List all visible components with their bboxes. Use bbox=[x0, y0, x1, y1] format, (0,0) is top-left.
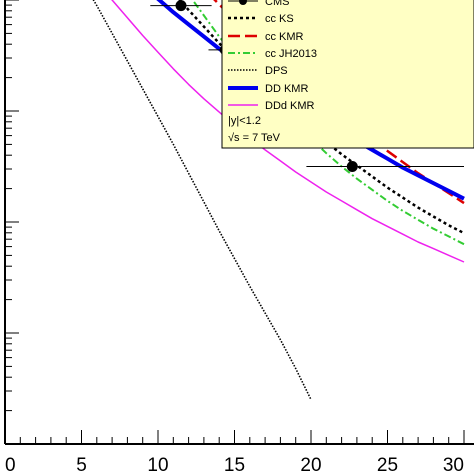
x-ticks-group: 0 5 10 15 20 25 30 bbox=[4, 430, 465, 474]
x-tick-label: 10 bbox=[147, 455, 168, 474]
legend-cut-rapidity: |y|<1.2 bbox=[228, 115, 261, 127]
legend-label-cc-jh2013: cc JH2013 bbox=[265, 48, 317, 60]
x-tick-label: 30 bbox=[443, 455, 464, 474]
cms-data-point bbox=[346, 161, 358, 172]
x-tick-label: 20 bbox=[300, 455, 321, 474]
legend: CMS cc KS cc KMR cc JH2013 DPS DD KMR DD… bbox=[221, 0, 474, 149]
legend-label-dd-kmr: DD KMR bbox=[265, 83, 308, 95]
legend-cut-energy: √s = 7 TeV bbox=[228, 132, 281, 144]
legend-label-cms: CMS bbox=[265, 0, 289, 8]
legend-marker-cms bbox=[239, 0, 247, 5]
x-tick-label: 25 bbox=[377, 455, 398, 474]
legend-label-dps: DPS bbox=[265, 65, 288, 77]
legend-box bbox=[221, 0, 474, 149]
x-tick-label: 15 bbox=[224, 455, 245, 474]
legend-label-ddd-kmr: DDd KMR bbox=[265, 100, 315, 112]
legend-label-cc-kmr: cc KMR bbox=[265, 31, 304, 43]
x-tick-label: 5 bbox=[76, 455, 87, 474]
legend-label-cc-ks: cc KS bbox=[265, 13, 294, 25]
cms-data-point bbox=[175, 0, 187, 12]
x-tick-label: 0 bbox=[5, 455, 16, 474]
y-ticks-group bbox=[5, 0, 19, 445]
